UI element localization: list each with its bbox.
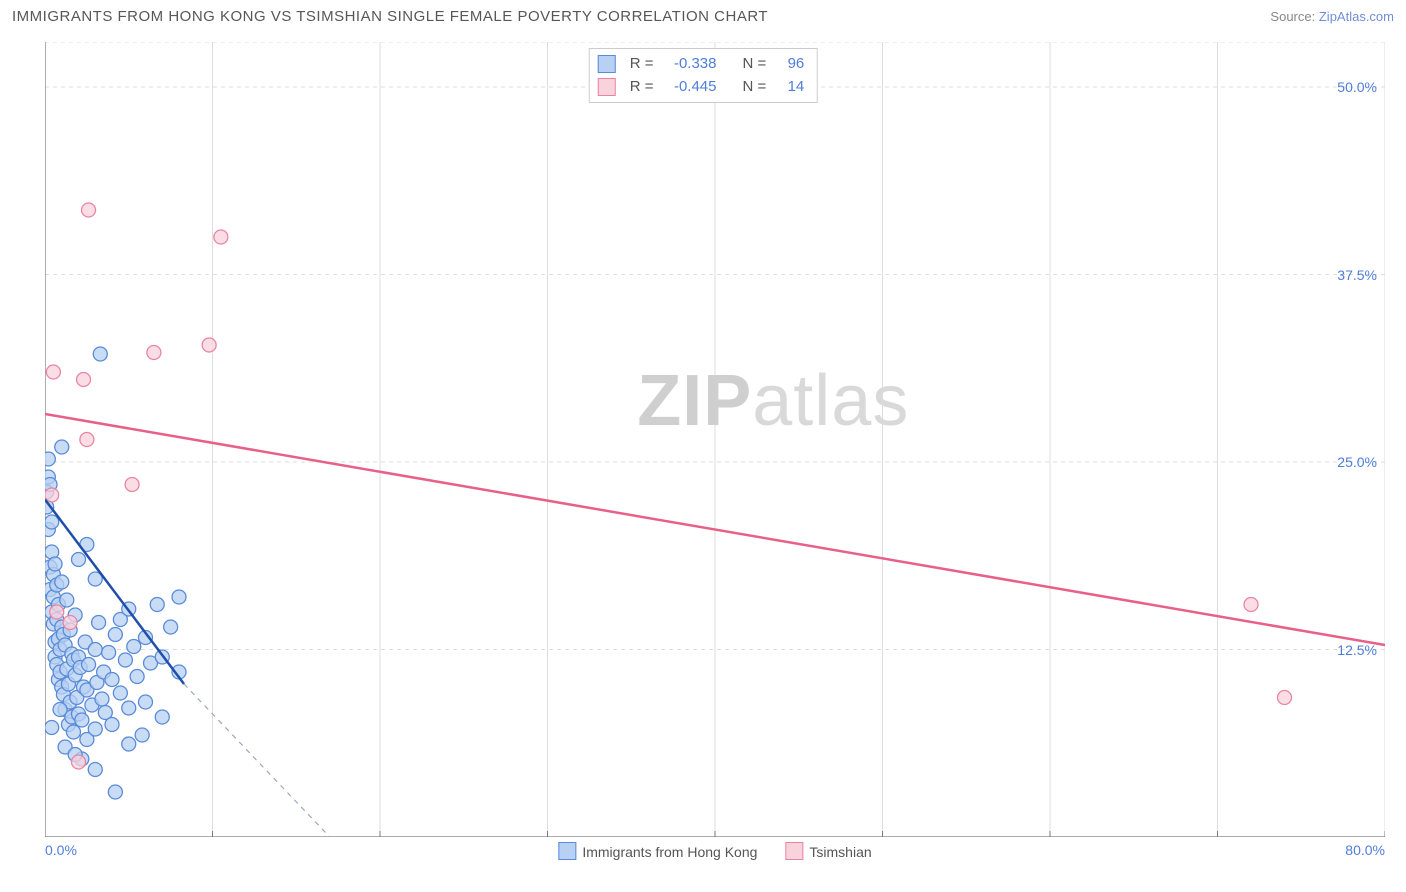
source-line: Source: ZipAtlas.com — [1270, 9, 1394, 24]
legend-swatch — [785, 842, 803, 860]
r-label: R = — [630, 53, 654, 76]
n-value: 14 — [774, 76, 804, 99]
scatter-chart — [45, 42, 1385, 837]
legend-label: Immigrants from Hong Kong — [582, 844, 757, 860]
correlation-legend: R = -0.338 N = 96 R = -0.445 N = 14 — [589, 48, 818, 103]
x-axis-bar: 0.0% Immigrants from Hong KongTsimshian … — [45, 842, 1385, 882]
series-legend: Immigrants from Hong Kong Tsimshian — [558, 842, 871, 860]
legend-swatch — [598, 55, 616, 73]
n-label: N = — [743, 76, 767, 99]
y-tick-label: 12.5% — [1337, 642, 1377, 658]
corr-legend-row: R = -0.445 N = 14 — [598, 76, 805, 99]
y-tick-label: 50.0% — [1337, 79, 1377, 95]
legend-item: Tsimshian — [785, 842, 871, 860]
plot-area: 12.5% 25.0% 37.5% 50.0% — [45, 42, 1385, 837]
legend-swatch — [558, 842, 576, 860]
corr-legend-row: R = -0.338 N = 96 — [598, 53, 805, 76]
source-link[interactable]: ZipAtlas.com — [1319, 9, 1394, 24]
legend-swatch — [598, 78, 616, 96]
n-label: N = — [743, 53, 767, 76]
x-max-label: 80.0% — [1345, 842, 1385, 858]
y-tick-label: 25.0% — [1337, 454, 1377, 470]
source-label: Source: — [1270, 9, 1315, 24]
chart-title: IMMIGRANTS FROM HONG KONG VS TSIMSHIAN S… — [12, 8, 768, 25]
n-value: 96 — [774, 53, 804, 76]
r-value: -0.445 — [662, 76, 717, 99]
legend-label: Tsimshian — [809, 844, 871, 860]
x-min-label: 0.0% — [45, 842, 77, 858]
r-label: R = — [630, 76, 654, 99]
r-value: -0.338 — [662, 53, 717, 76]
legend-item: Immigrants from Hong Kong — [558, 842, 757, 860]
y-tick-label: 37.5% — [1337, 267, 1377, 283]
